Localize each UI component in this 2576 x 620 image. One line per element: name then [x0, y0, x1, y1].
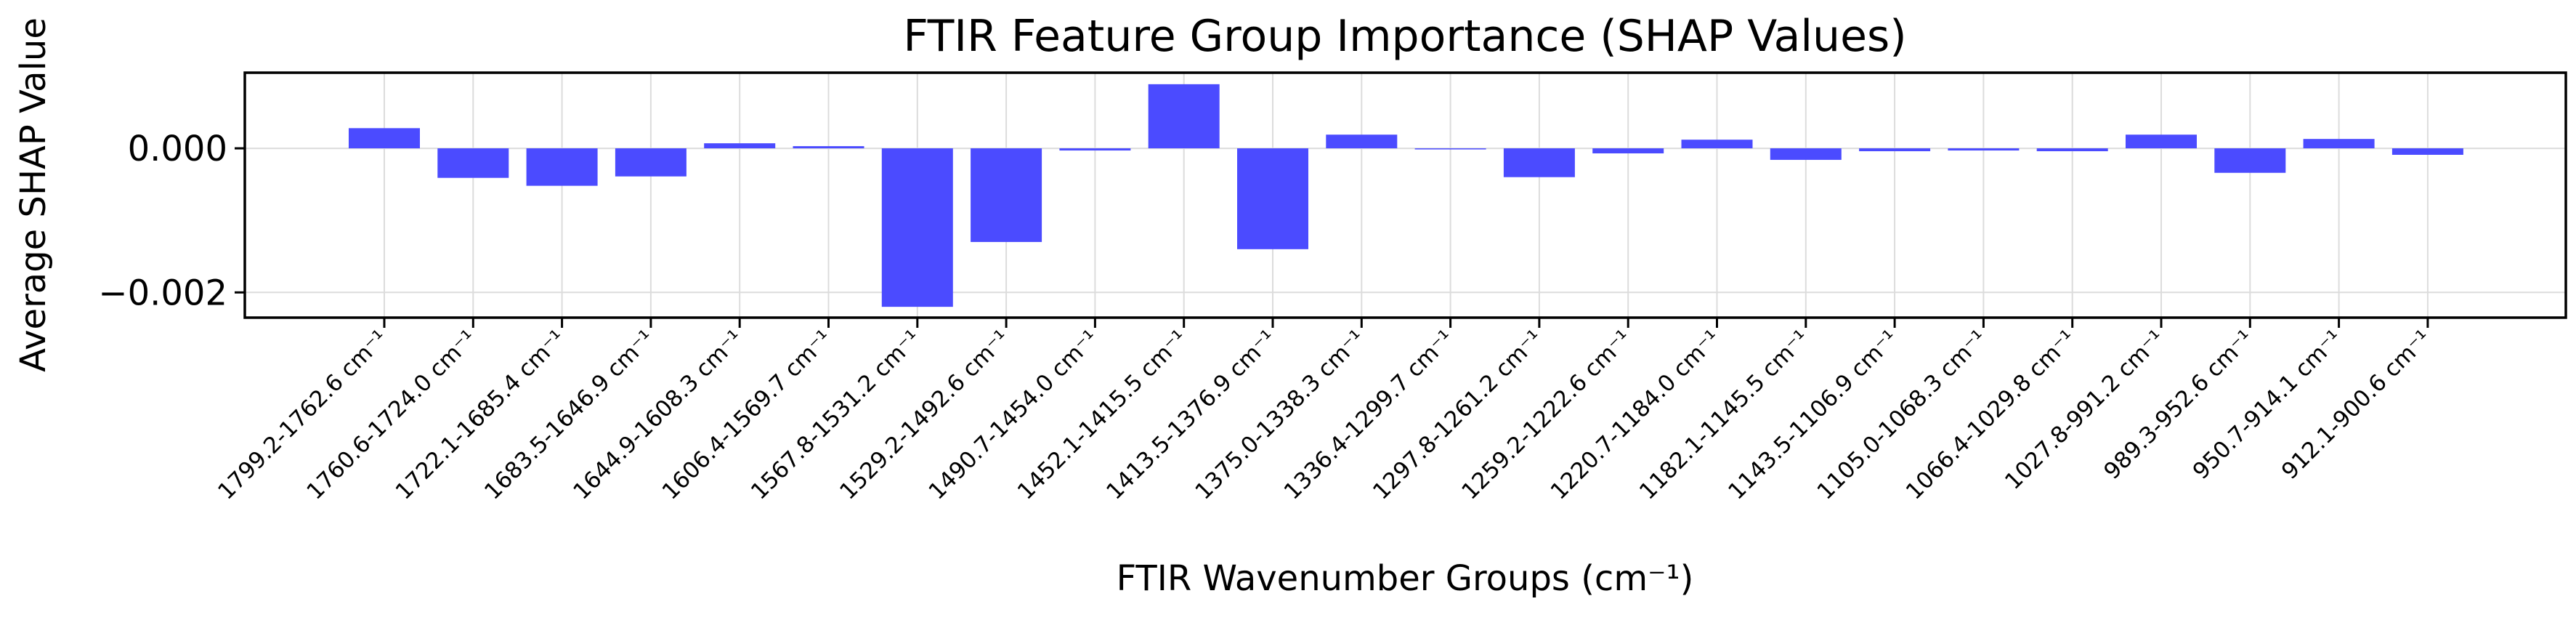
- grid-layer: [245, 73, 2566, 318]
- chart-title: FTIR Feature Group Importance (SHAP Valu…: [903, 11, 1906, 62]
- bar: [2214, 148, 2286, 173]
- bar: [1770, 148, 1842, 160]
- bar: [349, 128, 420, 149]
- x-tick-label: 1606.4-1569.7 cm⁻¹: [657, 325, 837, 504]
- x-tick-label: 1760.6-1724.0 cm⁻¹: [301, 325, 481, 504]
- bar: [1148, 84, 1220, 149]
- bar: [971, 148, 1042, 242]
- x-tick-label: 912.1-900.6 cm⁻¹: [2277, 325, 2437, 485]
- bar: [1681, 140, 1753, 149]
- x-tick-label: 1259.2-1222.6 cm⁻¹: [1457, 325, 1636, 504]
- x-tick-label: 1027.8-991.2 cm⁻¹: [2000, 325, 2170, 495]
- bar: [2303, 139, 2375, 149]
- bar: [437, 148, 509, 178]
- x-tick-label: 1567.8-1531.2 cm⁻¹: [746, 325, 926, 504]
- x-tick-label: 1799.2-1762.6 cm⁻¹: [213, 325, 392, 504]
- bar: [793, 146, 864, 149]
- x-tick-label: 950.7-914.1 cm⁻¹: [2188, 325, 2348, 485]
- x-tick-label: 989.3-952.6 cm⁻¹: [2099, 325, 2259, 485]
- y-tick-label: −0.002: [98, 273, 227, 313]
- bar: [1859, 148, 1931, 152]
- bar: [881, 148, 953, 307]
- x-axis-label: FTIR Wavenumber Groups (cm⁻¹): [1117, 558, 1694, 599]
- bar: [1326, 134, 1398, 149]
- y-axis-label: Average SHAP Value: [13, 17, 54, 372]
- bar: [1059, 148, 1131, 151]
- x-tick-label: 1529.2-1492.6 cm⁻¹: [835, 325, 1014, 504]
- y-tick-label: 0.000: [128, 129, 227, 169]
- bar: [2036, 148, 2108, 152]
- bar: [2126, 134, 2197, 149]
- x-tick-label: 1297.8-1261.2 cm⁻¹: [1368, 325, 1547, 504]
- x-tick-label: 1336.4-1299.7 cm⁻¹: [1279, 325, 1459, 504]
- bar: [1414, 148, 1486, 150]
- x-tick-label: 1182.1-1145.5 cm⁻¹: [1635, 325, 1814, 504]
- x-tick-label: 1644.9-1608.3 cm⁻¹: [568, 325, 748, 504]
- x-tick-label: 1375.0-1338.3 cm⁻¹: [1190, 325, 1369, 504]
- plot-frame: [243, 71, 2567, 319]
- x-tick-label: 1143.5-1106.9 cm⁻¹: [1723, 325, 1903, 504]
- bar: [526, 148, 598, 186]
- x-tick-label: 1105.0-1068.3 cm⁻¹: [1812, 325, 1992, 504]
- bar: [1503, 148, 1575, 177]
- bar: [1948, 148, 2020, 151]
- bar: [615, 148, 686, 177]
- x-tick-label: 1066.4-1029.8 cm⁻¹: [1901, 325, 2081, 504]
- x-tick-label: 1490.7-1454.0 cm⁻¹: [924, 325, 1103, 504]
- bar: [1592, 148, 1664, 154]
- bar: [2391, 148, 2463, 155]
- x-tick-label: 1220.7-1184.0 cm⁻¹: [1546, 325, 1725, 504]
- bar: [1237, 148, 1308, 249]
- x-tick-label: 1722.1-1685.4 cm⁻¹: [391, 325, 570, 504]
- x-tick-label: 1452.1-1415.5 cm⁻¹: [1013, 325, 1192, 504]
- bar-layer: [349, 84, 2463, 307]
- x-tick-label: 1683.5-1646.9 cm⁻¹: [479, 325, 659, 504]
- bar: [704, 143, 776, 149]
- x-tick-label: 1413.5-1376.9 cm⁻¹: [1101, 325, 1281, 504]
